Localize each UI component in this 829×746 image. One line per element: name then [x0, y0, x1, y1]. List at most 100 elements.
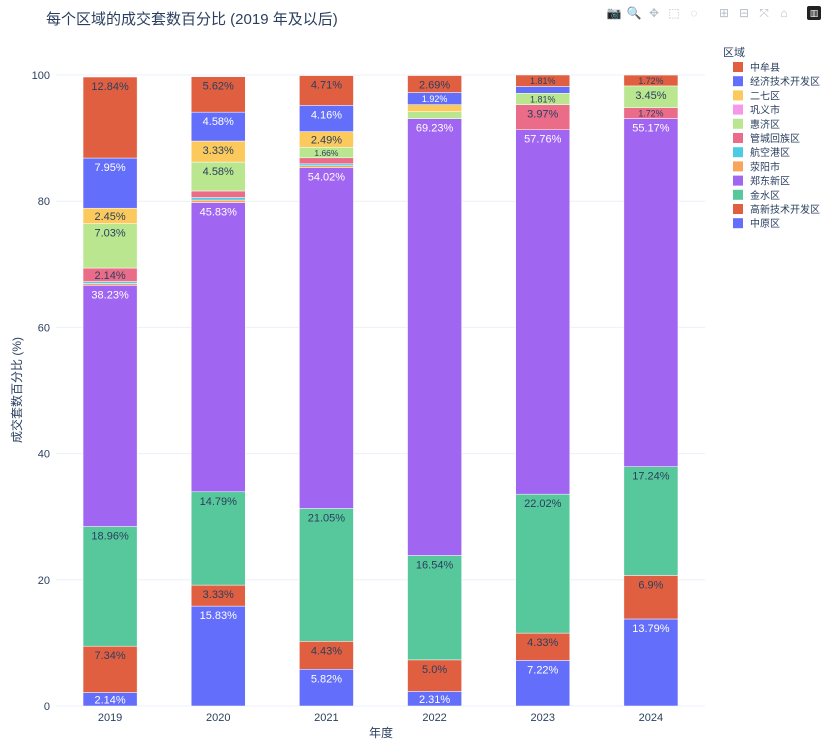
bar-segment: [623, 618, 679, 707]
modebar: 📷 🔍 ✥ ⬚ ◌ ⊞ ⊟ ⤧ ⌂ ▥: [607, 6, 821, 20]
bar-segment: [82, 283, 138, 286]
legend-swatch[interactable]: [733, 118, 743, 129]
bar-segment: [515, 86, 571, 94]
data-label: 12.84%: [91, 81, 129, 93]
data-label: 5.62%: [203, 81, 234, 93]
zoom-out-icon[interactable]: ⊟: [738, 6, 750, 20]
bar-segment: [407, 75, 462, 93]
data-label: 55.17%: [632, 123, 670, 135]
data-label: 15.83%: [200, 610, 238, 622]
x-tick-label: 2020: [206, 712, 230, 724]
data-label: 14.79%: [200, 496, 238, 508]
legend-entry[interactable]: 金水区: [750, 189, 780, 202]
legend-entry[interactable]: 经济技术开发区: [750, 75, 820, 88]
pan-icon[interactable]: ✥: [648, 6, 660, 20]
legend-swatch[interactable]: [733, 204, 743, 214]
bar-segment: [515, 129, 571, 495]
home-icon[interactable]: ⌂: [780, 6, 788, 20]
legend-swatch[interactable]: [733, 62, 743, 72]
legend-entry[interactable]: 中牟县: [750, 61, 780, 74]
lasso-icon[interactable]: ◌: [690, 6, 698, 20]
bar-segment: [515, 660, 571, 707]
y-tick-label: 40: [38, 449, 50, 461]
legend-swatch[interactable]: [733, 175, 743, 186]
data-label: 17.24%: [632, 471, 670, 483]
data-label: 2.14%: [94, 270, 125, 282]
x-tick-label: 2024: [639, 712, 663, 724]
data-label: 4.58%: [203, 166, 234, 178]
plotly-logo-icon[interactable]: ▥: [807, 6, 821, 20]
data-label: 2.69%: [419, 79, 450, 91]
bar-segment: [190, 161, 246, 192]
data-label: 2.14%: [94, 694, 125, 706]
data-label: 2.45%: [94, 211, 125, 223]
data-label: 6.9%: [638, 579, 663, 591]
legend-entry[interactable]: 航空港区: [750, 146, 790, 159]
bar-segment: [623, 74, 679, 87]
legend-swatch[interactable]: [733, 76, 743, 87]
zoom-in-icon[interactable]: ⊞: [718, 6, 730, 20]
bar-segment: [190, 190, 246, 198]
legend-entry[interactable]: 中原区: [750, 217, 780, 230]
legend-swatch[interactable]: [733, 90, 743, 101]
y-tick-label: 80: [38, 196, 50, 208]
bar-segment: [299, 165, 354, 168]
legend-swatch[interactable]: [733, 161, 743, 172]
legend-swatch[interactable]: [733, 189, 743, 200]
bar-segment: [82, 76, 138, 159]
legend-entry[interactable]: 巩义市: [750, 104, 780, 117]
legend-entry[interactable]: 荥阳市: [750, 160, 780, 173]
bar-segment: [190, 197, 246, 201]
bar-segment: [407, 659, 462, 692]
data-label: 7.22%: [527, 664, 558, 676]
data-label: 1.72%: [638, 76, 663, 86]
data-label: 22.02%: [524, 498, 562, 510]
legend-swatch[interactable]: [733, 104, 743, 115]
bar-segment: [190, 491, 246, 586]
data-label: 7.03%: [94, 228, 125, 240]
bar-segment: [299, 163, 354, 166]
bar-segment: [407, 111, 462, 119]
data-label: 7.34%: [94, 650, 125, 662]
legend-entry[interactable]: 管城回族区: [750, 132, 800, 145]
data-label: 4.16%: [311, 109, 342, 121]
data-label: 69.23%: [416, 123, 454, 135]
y-tick-label: 100: [32, 70, 50, 82]
bar-segment: [623, 118, 679, 467]
data-label: 3.45%: [635, 90, 666, 102]
bar-segment: [407, 118, 462, 556]
bars: 2.14% 7.34% 18.96% 38.23% 2.14% 7.03% 2.45% 7.9…: [82, 74, 679, 707]
x-tick-label: 2019: [98, 712, 122, 724]
bar-segment: [407, 104, 462, 112]
legend-swatch[interactable]: [733, 218, 743, 229]
chart-title: 每个区域的成交套数百分比 (2019 年及以后): [46, 10, 338, 28]
data-label: 1.81%: [530, 94, 556, 104]
legend-swatch[interactable]: [733, 133, 743, 143]
y-tick-label: 60: [38, 322, 50, 334]
autoscale-icon[interactable]: ⤧: [759, 6, 769, 20]
bar-segment: [623, 575, 679, 620]
legend-swatch[interactable]: [733, 147, 743, 158]
data-label: 1.72%: [638, 109, 663, 119]
bar-segment: [82, 645, 138, 693]
data-label: 4.71%: [311, 80, 342, 92]
x-axis-ticks: 2019 2020 2021 2022 2023 2024: [98, 712, 663, 724]
legend-entry[interactable]: 高新技术开发区: [750, 203, 820, 216]
data-label: 5.0%: [422, 664, 447, 676]
bar-segment: [190, 202, 246, 493]
legend-title: 区域: [723, 46, 745, 59]
bar-segment: [82, 526, 138, 647]
bar-segment: [299, 669, 354, 707]
camera-icon[interactable]: 📷: [606, 6, 622, 20]
legend-entry[interactable]: 郑东新区: [750, 175, 790, 188]
bar-segment: [190, 76, 246, 113]
legend-entry[interactable]: 惠济区: [750, 118, 780, 131]
legend-entry[interactable]: 二七区: [750, 90, 780, 102]
data-label: 13.79%: [632, 623, 670, 635]
zoom-icon[interactable]: 🔍: [626, 6, 642, 20]
bar-segment: [190, 111, 246, 142]
y-tick-label: 0: [44, 701, 50, 713]
data-label: 1.92%: [422, 94, 448, 104]
box-select-icon[interactable]: ⬚: [668, 6, 680, 20]
